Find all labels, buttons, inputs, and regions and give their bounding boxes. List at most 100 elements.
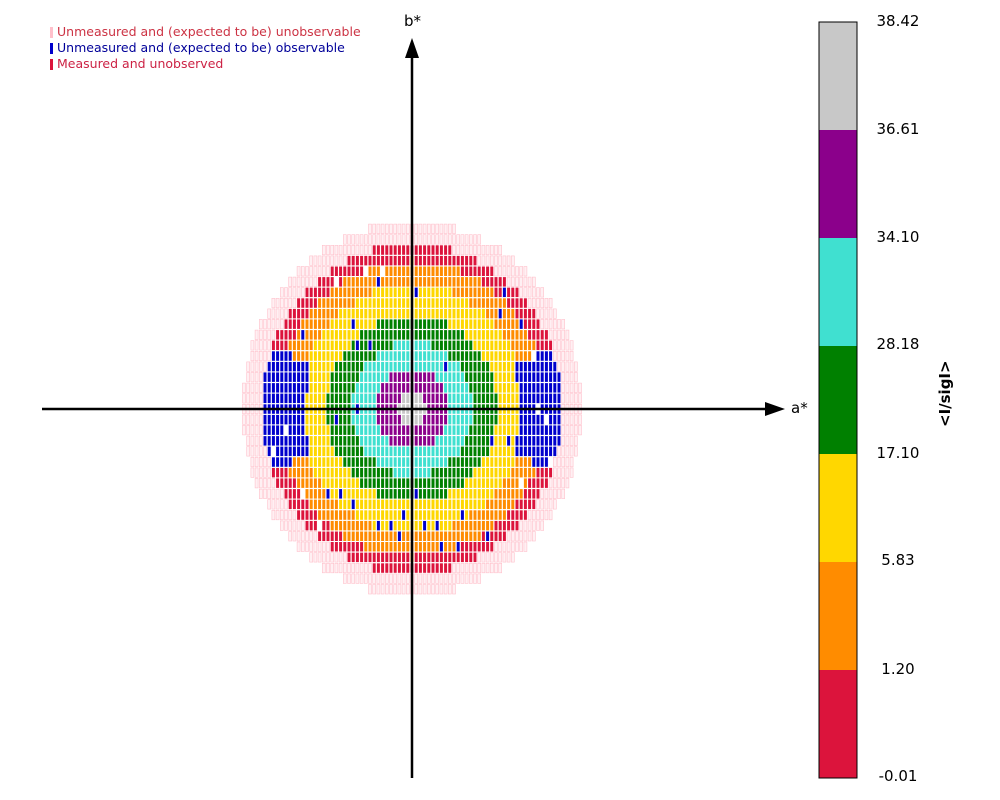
lattice-cell [322, 372, 326, 382]
lattice-cell [544, 478, 548, 488]
lattice-cell [473, 542, 477, 552]
lattice-cell [401, 584, 406, 595]
lattice-cell [334, 542, 338, 552]
lattice-cell [439, 457, 443, 467]
lattice-cell [523, 383, 527, 393]
lattice-cell [385, 425, 389, 435]
lattice-cell [439, 277, 443, 287]
lattice-cell [481, 457, 485, 467]
lattice-cell [502, 277, 506, 287]
lattice-cell [565, 478, 570, 489]
lattice-cell [330, 319, 334, 329]
lattice-cell [397, 573, 402, 584]
lattice-cell [473, 425, 477, 435]
lattice-cell [527, 287, 532, 298]
lattice-cell [271, 436, 275, 446]
lattice-cell [376, 542, 380, 552]
lattice-cell [347, 308, 351, 319]
lattice-cell [414, 351, 418, 361]
lattice-cell [465, 372, 469, 382]
lattice-cell [360, 298, 364, 308]
lattice-cell [452, 489, 456, 499]
lattice-cell [305, 308, 309, 319]
lattice-cell [473, 340, 477, 351]
lattice-cell [490, 298, 494, 308]
lattice-cell [254, 350, 259, 362]
lattice-cell [372, 372, 376, 382]
lattice-cell [347, 372, 351, 382]
lattice-cell [376, 499, 380, 510]
lattice-cell [502, 436, 506, 446]
lattice-cell [338, 552, 343, 563]
lattice-cell [427, 414, 431, 425]
lattice-cell [267, 414, 271, 425]
lattice-cell [284, 297, 288, 309]
lattice-cell [309, 541, 314, 552]
lattice-cell [355, 361, 359, 372]
lattice-cell [321, 266, 326, 277]
lattice-cell [481, 414, 485, 425]
lattice-cell [515, 308, 519, 319]
lattice-cell [368, 330, 372, 340]
lattice-cell [506, 266, 511, 277]
lattice-cell [372, 425, 376, 435]
lattice-cell [292, 425, 296, 435]
lattice-cell [557, 478, 561, 489]
lattice-cell [532, 383, 536, 393]
lattice-cell [494, 340, 498, 351]
lattice-cell [443, 584, 448, 595]
lattice-cell [536, 361, 540, 372]
lattice-cell [502, 298, 506, 308]
lattice-cell [423, 393, 427, 404]
lattice-cell [456, 552, 460, 563]
lattice-cell [301, 340, 305, 351]
lattice-cell [414, 510, 418, 520]
lattice-cell [280, 351, 284, 361]
lattice-cell [561, 425, 566, 436]
lattice-cell [330, 520, 334, 531]
lattice-cell [279, 520, 284, 531]
lattice-cell [540, 436, 544, 446]
lattice-cell [486, 277, 490, 287]
lattice-cell [393, 223, 398, 234]
lattice-cell [402, 478, 406, 488]
lattice-cell [297, 330, 301, 340]
lattice-cell [507, 319, 511, 329]
lattice-cell [301, 457, 305, 467]
lattice-cell [330, 372, 334, 382]
lattice-cell [528, 457, 532, 467]
lattice-cell [423, 245, 427, 255]
lattice-cell [355, 489, 359, 499]
lattice-cell [276, 467, 280, 478]
lattice-cell [523, 520, 528, 531]
lattice-cell [435, 245, 439, 255]
lattice-cell [511, 425, 515, 435]
lattice-cell [347, 383, 351, 393]
lattice-cell [360, 499, 364, 510]
lattice-cell [515, 330, 519, 340]
lattice-cell [318, 436, 322, 446]
lattice-cell [326, 531, 330, 541]
lattice-cell [321, 552, 326, 563]
lattice-cell [297, 499, 301, 510]
lattice-cell [330, 467, 334, 478]
lattice-cell [284, 372, 288, 382]
lattice-cell [506, 531, 511, 542]
lattice-cell [347, 414, 351, 425]
lattice-cell [288, 287, 293, 298]
lattice-cell [519, 425, 523, 435]
lattice-cell [360, 478, 364, 488]
lattice-cell [498, 499, 502, 510]
lattice-cell [280, 425, 284, 435]
lattice-cell [288, 509, 293, 521]
lattice-cell [439, 351, 443, 361]
lattice-cell [360, 489, 364, 499]
lattice-cell [502, 489, 506, 499]
lattice-cell [414, 552, 418, 563]
lattice-cell [490, 520, 494, 531]
lattice-cell [368, 414, 372, 425]
lattice-cell [339, 287, 343, 298]
lattice-cell [477, 298, 481, 308]
lattice-cell [469, 287, 473, 298]
colorbar-tick-label: 38.42 [876, 12, 920, 30]
